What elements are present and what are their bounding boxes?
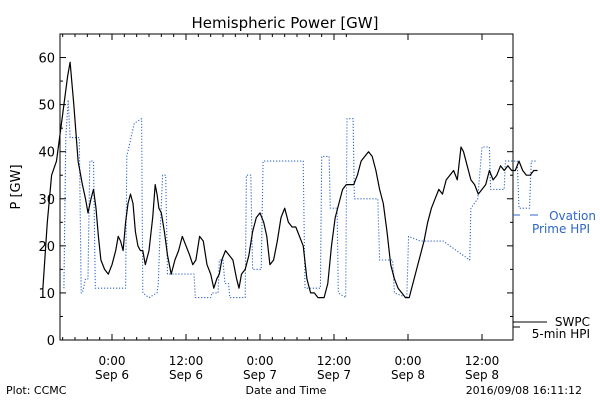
y-axis-label: P [GW] — [9, 164, 24, 209]
legend-ovation-label-2: Prime HPI — [532, 222, 590, 236]
y-tick-label: 60 — [38, 52, 55, 67]
y-tick-label: 0 — [47, 334, 55, 349]
x-tick-date-label: Sep 7 — [243, 368, 277, 382]
y-axis: 0 10 20 30 40 50 60 — [38, 52, 513, 349]
y-tick-label: 40 — [38, 146, 55, 161]
series-line-swpc-5-min-hpi — [42, 61, 538, 299]
x-tick-time-label: 12:00 — [465, 354, 500, 368]
footer-plot-credit: Plot: CCMC — [6, 384, 67, 397]
x-tick-time-label: 0:00 — [99, 354, 126, 368]
y-tick-label: 20 — [38, 240, 55, 255]
x-tick-date-label: Sep 8 — [465, 368, 499, 382]
x-tick-date-label: Sep 7 — [317, 368, 351, 382]
legend-swpc-label-2: 5-min HPI — [532, 327, 590, 341]
x-axis-label: Date and Time — [246, 384, 327, 397]
y-tick-label: 10 — [38, 287, 55, 302]
x-tick-time-label: 12:00 — [317, 354, 352, 368]
x-tick-date-label: Sep 6 — [95, 368, 129, 382]
series-line-ovation-prime-hpi — [63, 99, 537, 299]
x-tick-time-label: 0:00 — [395, 354, 422, 368]
y-tick-label: 30 — [38, 193, 55, 208]
x-tick-date-label: Sep 8 — [391, 368, 425, 382]
legend-swpc-label-1: SWPC — [555, 315, 590, 329]
legend-ovation-label-1: Ovation — [549, 209, 596, 223]
x-tick-time-label: 0:00 — [247, 354, 274, 368]
footer-timestamp: 2016/09/08 16:11:12 — [466, 384, 582, 397]
x-tick-time-label: 12:00 — [169, 354, 204, 368]
x-tick-date-label: Sep 6 — [169, 368, 203, 382]
plot-frame — [59, 33, 514, 341]
chart-title: Hemispheric Power [GW] — [192, 14, 379, 32]
y-tick-label: 50 — [38, 99, 55, 114]
series-layer — [42, 61, 538, 299]
